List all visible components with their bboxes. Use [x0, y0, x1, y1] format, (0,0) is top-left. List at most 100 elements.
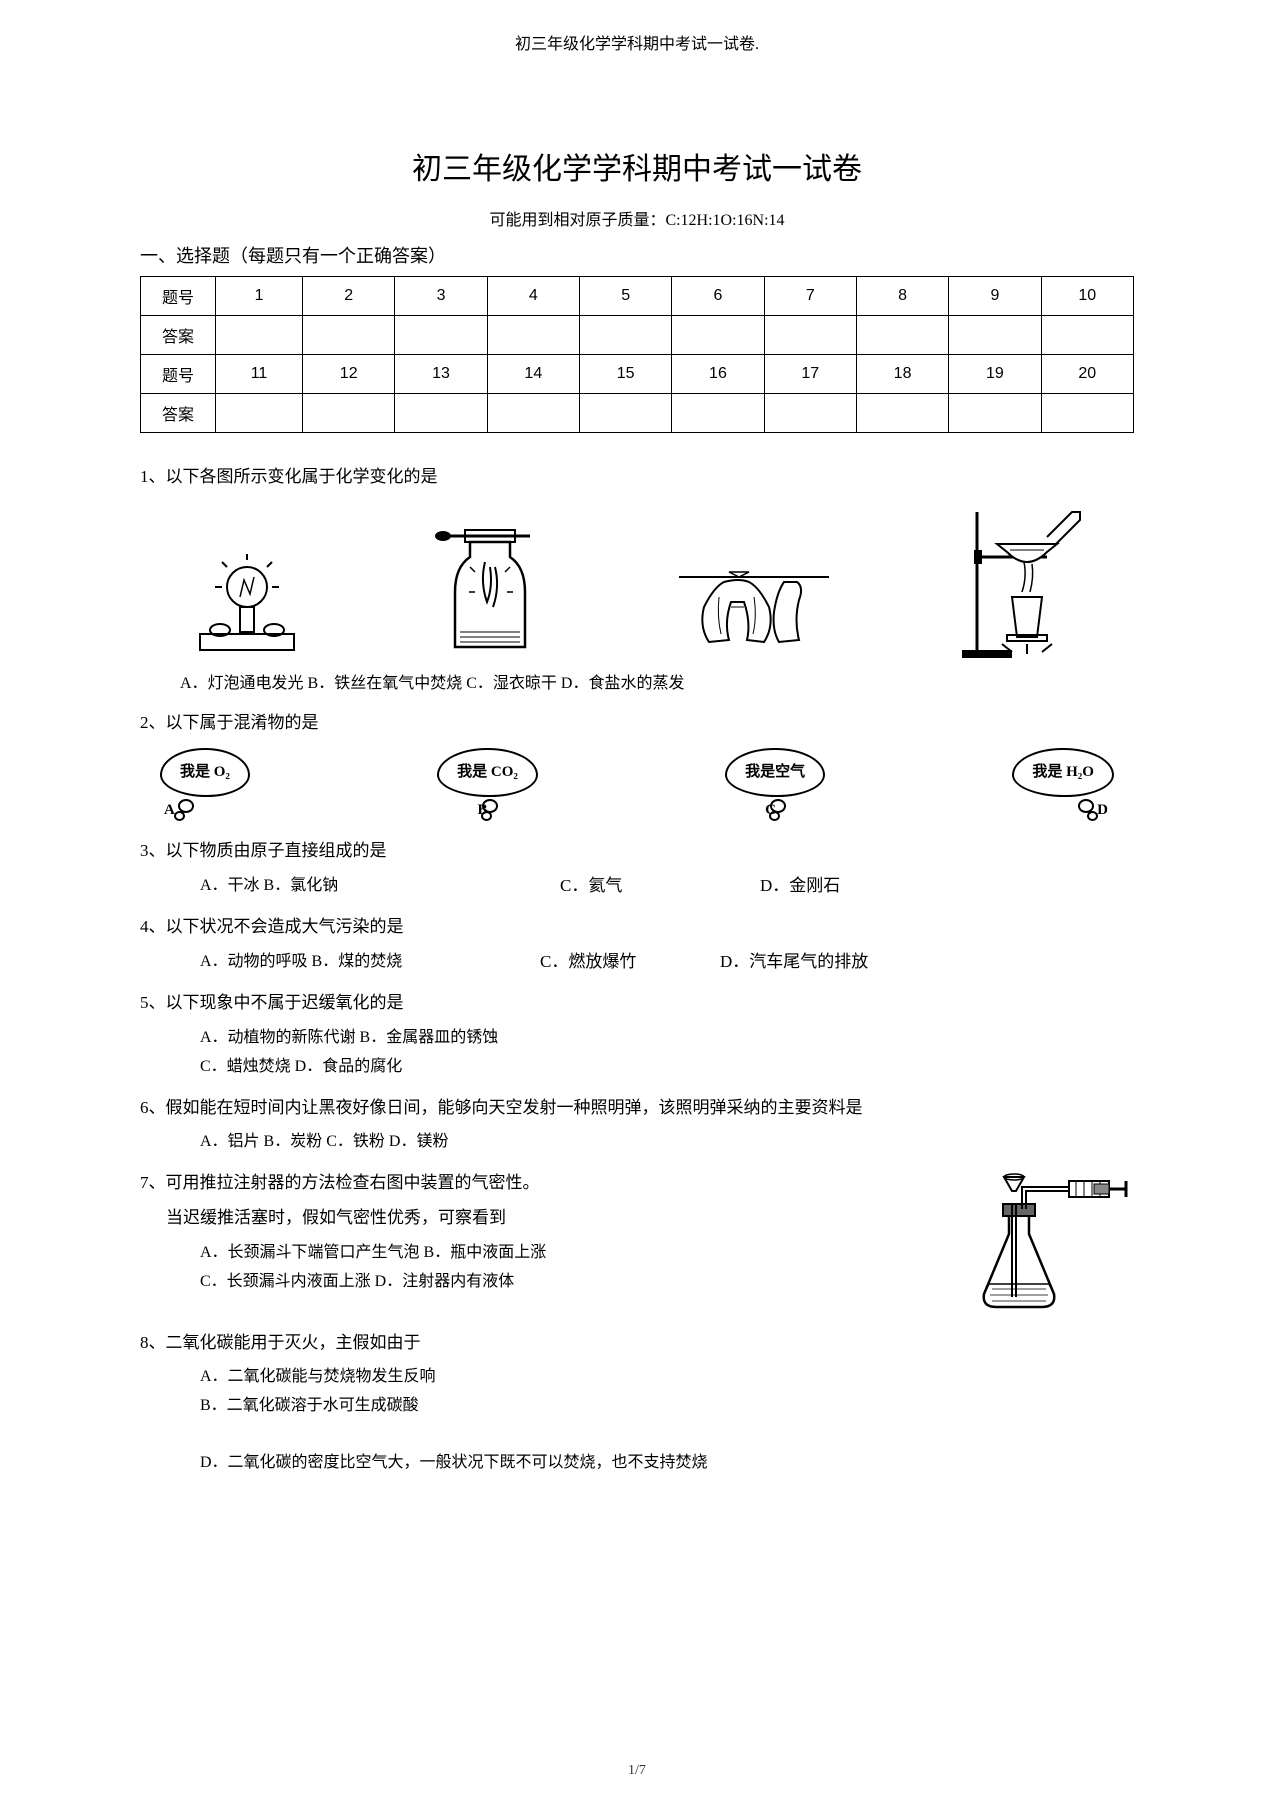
cell [672, 394, 764, 433]
q5-line1: A．动植物的新陈代谢 B．金属器皿的锈蚀 [140, 1024, 1134, 1053]
cell: 2 [303, 277, 395, 316]
bubble-text: 我是 H₂O [1012, 748, 1114, 798]
cell: 6 [672, 277, 764, 316]
question-8: 8、二氧化碳能用于灭火，主假如由于 A．二氧化碳能与焚烧物发生反响 B．二氧化碳… [140, 1329, 1134, 1478]
q8-text: 8、二氧化碳能用于灭火，主假如由于 [140, 1329, 1134, 1358]
cell: 17 [764, 355, 856, 394]
cell: 18 [856, 355, 948, 394]
q7-line2: C．长颈漏斗内液面上涨 D．注射器内有液体 [140, 1268, 780, 1297]
bubble-text: 我是 CO₂ [437, 748, 538, 798]
bubble-label: C [765, 798, 776, 824]
section-header: 一、选择题（每题只有一个正确答案） [140, 242, 1134, 268]
cell: 4 [487, 277, 579, 316]
bubble-label: B [477, 798, 487, 824]
q4-opt-ab: A．动物的呼吸 B．煤的焚烧 [140, 948, 540, 977]
q3-opt-c: C．氦气 [560, 872, 760, 901]
q4-text: 4、以下状况不会造成大气污染的是 [140, 913, 1134, 942]
table-row: 题号 11 12 13 14 15 16 17 18 19 20 [141, 355, 1134, 394]
row-label: 答案 [141, 316, 216, 355]
cell [764, 316, 856, 355]
q3-opt-ab: A．干冰 B．氯化钠 [140, 872, 560, 901]
q1-text: 1、以下各图所示变化属于化学变化的是 [140, 463, 1134, 492]
cell: 10 [1041, 277, 1133, 316]
cell: 16 [672, 355, 764, 394]
row-label: 题号 [141, 277, 216, 316]
page-number: 1/7 [0, 1763, 1274, 1779]
q4-opt-d: D．汽车尾气的排放 [720, 948, 868, 977]
cell [579, 316, 671, 355]
q7-apparatus-icon [954, 1169, 1134, 1319]
question-7: 7、可用推拉注射器的方法检查右图中装置的气密性。 当迟缓推活塞时，假如气密性优秀… [140, 1169, 1134, 1296]
cell [856, 394, 948, 433]
cell: 13 [395, 355, 487, 394]
question-1: 1、以下各图所示变化属于化学变化的是 [140, 463, 1134, 697]
q6-opts: A．铝片 B．炭粉 C．铁粉 D．镁粉 [140, 1128, 1134, 1157]
cell: 7 [764, 277, 856, 316]
q5-text: 5、以下现象中不属于迟缓氧化的是 [140, 989, 1134, 1018]
cell [395, 394, 487, 433]
q2-text: 2、以下属于混淆物的是 [140, 709, 1134, 738]
q3-text: 3、以下物质由原子直接组成的是 [140, 837, 1134, 866]
cell [395, 316, 487, 355]
question-2: 2、以下属于混淆物的是 我是 O₂ A 我是 CO₂ B 我是空气 C 我是 H… [140, 709, 1134, 825]
q2-bubble-a: 我是 O₂ A [160, 748, 250, 798]
cell [487, 316, 579, 355]
cell: 8 [856, 277, 948, 316]
question-6: 6、假如能在短时间内让黑夜好像日间，能够向天空发射一种照明弹，该照明弹采纳的主要… [140, 1094, 1134, 1158]
cell: 20 [1041, 355, 1133, 394]
cell [672, 316, 764, 355]
table-row: 答案 [141, 316, 1134, 355]
cell: 9 [949, 277, 1041, 316]
q1-img-a-lightbulb-icon [182, 552, 312, 662]
cell [856, 316, 948, 355]
cell [764, 394, 856, 433]
bubble-label: A [164, 798, 175, 824]
cell [1041, 394, 1133, 433]
q8-b: B．二氧化碳溶于水可生成碳酸 [140, 1392, 1134, 1421]
cell [579, 394, 671, 433]
q4-opt-c: C．燃放爆竹 [540, 948, 720, 977]
page-title: 初三年级化学学科期中考试一试卷 [140, 144, 1134, 188]
bubble-text: 我是 O₂ [160, 748, 250, 798]
subtitle: 可能用到相对原子质量：C:12H:1O:16N:14 [140, 206, 1134, 230]
question-4: 4、以下状况不会造成大气污染的是 A．动物的呼吸 B．煤的焚烧 C．燃放爆竹 D… [140, 913, 1134, 977]
answer-grid: 题号 1 2 3 4 5 6 7 8 9 10 答案 题号 11 12 13 1… [140, 276, 1134, 433]
cell [303, 394, 395, 433]
cell: 1 [216, 277, 303, 316]
q8-a: A．二氧化碳能与焚烧物发生反响 [140, 1363, 1134, 1392]
q3-opt-d: D．金刚石 [760, 872, 840, 901]
cell: 15 [579, 355, 671, 394]
cell [216, 394, 303, 433]
cell: 19 [949, 355, 1041, 394]
cell: 5 [579, 277, 671, 316]
table-row: 题号 1 2 3 4 5 6 7 8 9 10 [141, 277, 1134, 316]
cell [949, 394, 1041, 433]
q2-bubble-d: 我是 H₂O D [1012, 748, 1114, 798]
q1-img-d-evaporation-icon [952, 502, 1092, 662]
cell [303, 316, 395, 355]
question-5: 5、以下现象中不属于迟缓氧化的是 A．动植物的新陈代谢 B．金属器皿的锈蚀 C．… [140, 989, 1134, 1081]
cell: 12 [303, 355, 395, 394]
cell [949, 316, 1041, 355]
q8-d: D．二氧化碳的密度比空气大，一般状况下既不可以焚烧，也不支持焚烧 [140, 1449, 1134, 1478]
q1-img-c-clothes-icon [669, 552, 839, 662]
cell [1041, 316, 1133, 355]
cell: 14 [487, 355, 579, 394]
q6-text: 6、假如能在短时间内让黑夜好像日间，能够向天空发射一种照明弹，该照明弹采纳的主要… [140, 1094, 1134, 1123]
header-repeat: 初三年级化学学科期中考试一试卷. [140, 30, 1134, 54]
bubble-text: 我是空气 [725, 748, 825, 798]
q2-bubble-b: 我是 CO₂ B [437, 748, 538, 798]
bubble-label: D [1097, 798, 1108, 824]
q7-text: 7、可用推拉注射器的方法检查右图中装置的气密性。 [140, 1169, 780, 1198]
table-row: 答案 [141, 394, 1134, 433]
cell [216, 316, 303, 355]
question-3: 3、以下物质由原子直接组成的是 A．干冰 B．氯化钠 C．氦气 D．金刚石 [140, 837, 1134, 901]
cell [487, 394, 579, 433]
q1-options: A．灯泡通电发光 B．铁丝在氧气中焚烧 C．湿衣晾干 D．食盐水的蒸发 [140, 670, 1134, 697]
cell: 11 [216, 355, 303, 394]
q2-bubble-c: 我是空气 C [725, 748, 825, 798]
q7-line1: A．长颈漏斗下端管口产生气泡 B．瓶中液面上涨 [140, 1239, 780, 1268]
q7-text2: 当迟缓推活塞时，假如气密性优秀，可察看到 [140, 1204, 780, 1233]
row-label: 答案 [141, 394, 216, 433]
q5-line2: C．蜡烛焚烧 D．食品的腐化 [140, 1053, 1134, 1082]
